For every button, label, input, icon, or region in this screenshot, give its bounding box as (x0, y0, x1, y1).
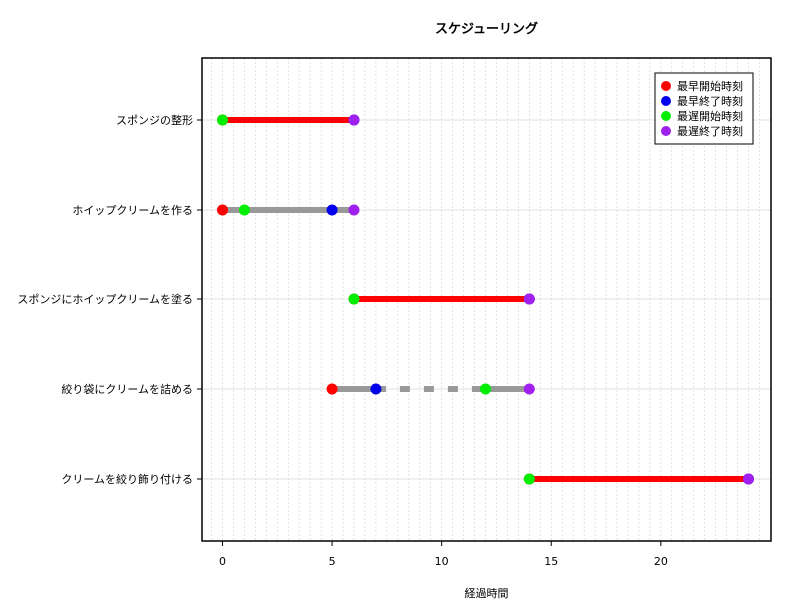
latest-finish-point (523, 383, 535, 395)
latest-start-point (238, 204, 250, 216)
earliest-finish-point (370, 383, 382, 395)
task-label: ホイップクリームを作る (72, 204, 193, 217)
x-tick-label: 20 (654, 555, 668, 568)
legend-label: 最早終了時刻 (677, 94, 743, 108)
x-tick-label: 5 (329, 555, 336, 568)
legend-marker (661, 111, 671, 121)
x-tick-label: 15 (544, 555, 558, 568)
task-label: スポンジの整形 (116, 113, 193, 127)
legend-label: 最遅開始時刻 (677, 109, 743, 123)
legend-marker (661, 96, 671, 106)
x-tick-label: 0 (219, 555, 226, 568)
chart-title: スケジューリング (435, 21, 538, 37)
latest-finish-point (523, 293, 535, 305)
latest-start-point (480, 383, 491, 395)
legend-box (654, 72, 754, 145)
task-label: 絞り袋にクリームを詰める (61, 382, 193, 396)
task-label: クリームを絞り飾り付ける (61, 472, 193, 486)
plot-area: 0 5 10 15 20 スポンジの整形ホイップクリームを作るスポンジにホイップクリームを… (17, 57, 772, 568)
latest-finish-point (348, 114, 360, 126)
legend-label: 最遅終了時刻 (677, 124, 743, 138)
latest-start-point (523, 473, 535, 485)
legend-marker (661, 81, 671, 91)
earliest-start-point (326, 383, 338, 395)
task-label: スポンジにホイップクリームを塗る (17, 292, 193, 306)
latest-start-point (348, 293, 360, 305)
legend-label: 最早開始時刻 (677, 79, 743, 93)
earliest-finish-point (326, 204, 338, 216)
latest-start-point (217, 114, 228, 126)
legend-marker (661, 126, 671, 136)
x-axis-label: 経過時間 (465, 587, 509, 600)
earliest-start-point (217, 204, 228, 216)
latest-finish-point (743, 473, 754, 485)
latest-finish-point (348, 204, 360, 216)
x-tick-label: 10 (435, 555, 449, 568)
